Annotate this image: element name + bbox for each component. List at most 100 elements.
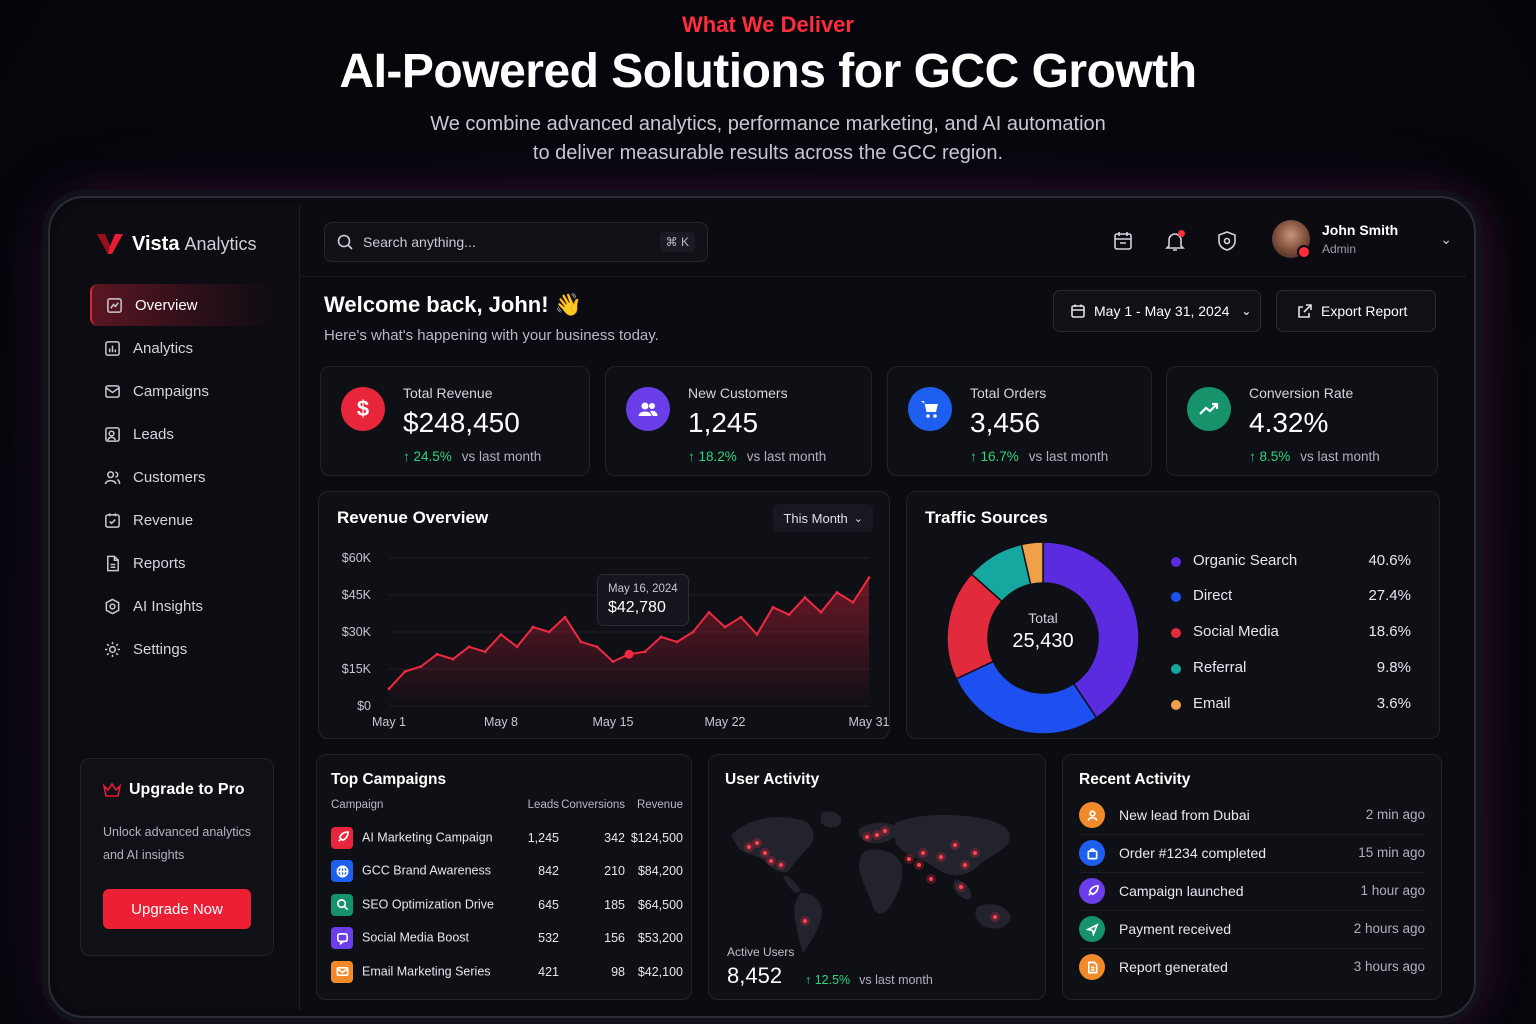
- traffic-donut-chart: [946, 541, 1140, 735]
- upgrade-description: Unlock advanced analytics and AI insight…: [103, 821, 251, 867]
- search-bar[interactable]: Search anything... ⌘ K: [324, 222, 708, 262]
- payment-icon: [1079, 916, 1105, 942]
- list-item[interactable]: Order #1234 completed 15 min ago: [1079, 835, 1425, 873]
- data-point: [659, 635, 663, 639]
- data-point: [435, 652, 439, 656]
- activity-dot: [993, 915, 997, 919]
- date-range-picker[interactable]: May 1 - May 31, 2024 ⌄: [1053, 290, 1261, 332]
- user-name: John Smith: [1322, 222, 1399, 238]
- legend-item: Direct 27.4%: [1171, 587, 1411, 607]
- stat-value: 3,456: [970, 407, 1041, 438]
- upgrade-desc-line-2: and AI insights: [103, 848, 185, 862]
- list-item[interactable]: Report generated 3 hours ago: [1079, 949, 1425, 987]
- activity-time: 2 min ago: [1365, 807, 1425, 822]
- legend-dot: [1171, 592, 1181, 602]
- sidebar-item-overview[interactable]: Overview: [90, 284, 278, 326]
- active-users-label: Active Users: [727, 945, 795, 959]
- sidebar-item-analytics[interactable]: Analytics: [90, 327, 278, 369]
- table-row[interactable]: Social Media Boost 532 156 $53,200: [331, 922, 683, 956]
- activity-dot: [973, 851, 977, 855]
- upgrade-now-button[interactable]: Upgrade Now: [103, 889, 251, 929]
- user-role: Admin: [1322, 242, 1357, 256]
- sidebar-item-leads[interactable]: Leads: [90, 413, 278, 455]
- table-row[interactable]: GCC Brand Awareness 842 210 $84,200: [331, 855, 683, 889]
- legend-dot: [1171, 628, 1181, 638]
- stat-label: Total Orders: [970, 385, 1047, 401]
- security-button[interactable]: [1216, 230, 1238, 252]
- search-input[interactable]: Search anything...: [363, 234, 476, 250]
- overview-icon: [107, 297, 122, 313]
- users-icon: [104, 470, 121, 484]
- hero-subtitle-line-1: We combine advanced analytics, performan…: [430, 113, 1106, 135]
- map-africa: [859, 849, 903, 914]
- search-icon: [337, 234, 353, 250]
- sidebar-item-customers[interactable]: Customers: [90, 456, 278, 498]
- legend-percent: 27.4%: [1368, 587, 1411, 604]
- tooltip-date: May 16, 2024: [608, 583, 678, 595]
- user-menu[interactable]: John Smith Admin ⌄: [1272, 220, 1452, 259]
- table-header-row: Campaign Leads Conversions Revenue: [331, 799, 683, 821]
- sidebar-item-ai-insights[interactable]: AI Insights: [90, 585, 278, 627]
- activity-dot: [929, 877, 933, 881]
- campaign-leads: 842: [538, 864, 559, 879]
- app-logo[interactable]: Vista Analytics: [96, 232, 256, 256]
- y-tick-label: $0: [357, 699, 371, 713]
- stat-delta-value: ↑ 16.7%: [970, 449, 1019, 464]
- table-row[interactable]: AI Marketing Campaign 1,245 342 $124,500: [331, 821, 683, 855]
- stat-card-revenue: $ Total Revenue $248,450 ↑ 24.5% vs last …: [320, 366, 590, 476]
- data-point: [755, 633, 759, 636]
- hero-eyebrow: What We Deliver: [682, 12, 854, 37]
- activity-text: New lead from Dubai: [1119, 807, 1250, 823]
- data-point: [403, 670, 407, 673]
- list-item[interactable]: Payment received 2 hours ago: [1079, 911, 1425, 949]
- legend-dot: [1171, 557, 1181, 567]
- world-map-landmasses: [731, 811, 1011, 953]
- campaign-name: GCC Brand Awareness: [362, 863, 491, 878]
- sidebar-item-revenue[interactable]: Revenue: [90, 499, 278, 541]
- legend-percent: 40.6%: [1368, 552, 1411, 569]
- data-point: [515, 645, 519, 649]
- ai-gear-icon: [105, 598, 120, 614]
- data-point: [611, 660, 615, 663]
- dashboard-screen: Vista Analytics Overview Analytics Campa…: [58, 204, 1466, 1010]
- export-report-button[interactable]: Export Report: [1276, 290, 1436, 332]
- list-item[interactable]: Campaign launched 1 hour ago: [1079, 873, 1425, 911]
- data-point: [851, 601, 855, 604]
- page-subtitle: Here's what's happening with your busine…: [324, 327, 659, 344]
- sidebar-item-campaigns[interactable]: Campaigns: [90, 370, 278, 412]
- data-point: [467, 645, 471, 649]
- activity-dot: [747, 845, 751, 849]
- leads-icon: [105, 426, 120, 442]
- stat-delta-value: ↑ 8.5%: [1249, 449, 1291, 464]
- campaign-revenue: $84,200: [637, 864, 683, 879]
- recent-activity-title: Recent Activity: [1079, 771, 1191, 788]
- activity-dot: [875, 833, 879, 837]
- sidebar-item-settings[interactable]: Settings: [90, 628, 278, 670]
- chart-tooltip: May 16, 2024 $42,780: [597, 574, 689, 626]
- legend-name: Social Media: [1193, 623, 1279, 640]
- table-row[interactable]: Email Marketing Series 421 98 $42,100: [331, 955, 683, 989]
- legend-percent: 9.8%: [1376, 659, 1411, 676]
- list-item[interactable]: New lead from Dubai 2 min ago: [1079, 797, 1425, 835]
- notification-dot: [1178, 230, 1185, 237]
- sidebar-item-reports[interactable]: Reports: [90, 542, 278, 584]
- activity-text: Campaign launched: [1119, 883, 1244, 899]
- chevron-down-icon[interactable]: ⌄: [1440, 230, 1452, 247]
- activity-time: 2 hours ago: [1353, 921, 1425, 936]
- calendar-button[interactable]: [1112, 230, 1134, 252]
- campaign-leads: 1,245: [527, 830, 559, 845]
- period-select[interactable]: This Month ⌄: [773, 504, 873, 532]
- stat-delta: ↑ 16.7% vs last month: [970, 449, 1108, 464]
- column-header: Leads: [527, 799, 559, 811]
- campaign-revenue: $53,200: [637, 931, 683, 946]
- page-title: Welcome back, John! 👋: [324, 292, 583, 317]
- map-southeast-asia: [953, 879, 972, 900]
- activity-dot: [963, 863, 967, 867]
- active-users-delta-caption: vs last month: [859, 973, 933, 987]
- table-row[interactable]: SEO Optimization Drive 645 185 $64,500: [331, 888, 683, 922]
- globe-icon: [331, 860, 353, 883]
- activity-dot: [917, 863, 921, 867]
- sidebar-item-label: Analytics: [133, 339, 194, 357]
- stat-delta-caption: vs last month: [1300, 449, 1380, 464]
- notifications-button[interactable]: [1164, 230, 1186, 252]
